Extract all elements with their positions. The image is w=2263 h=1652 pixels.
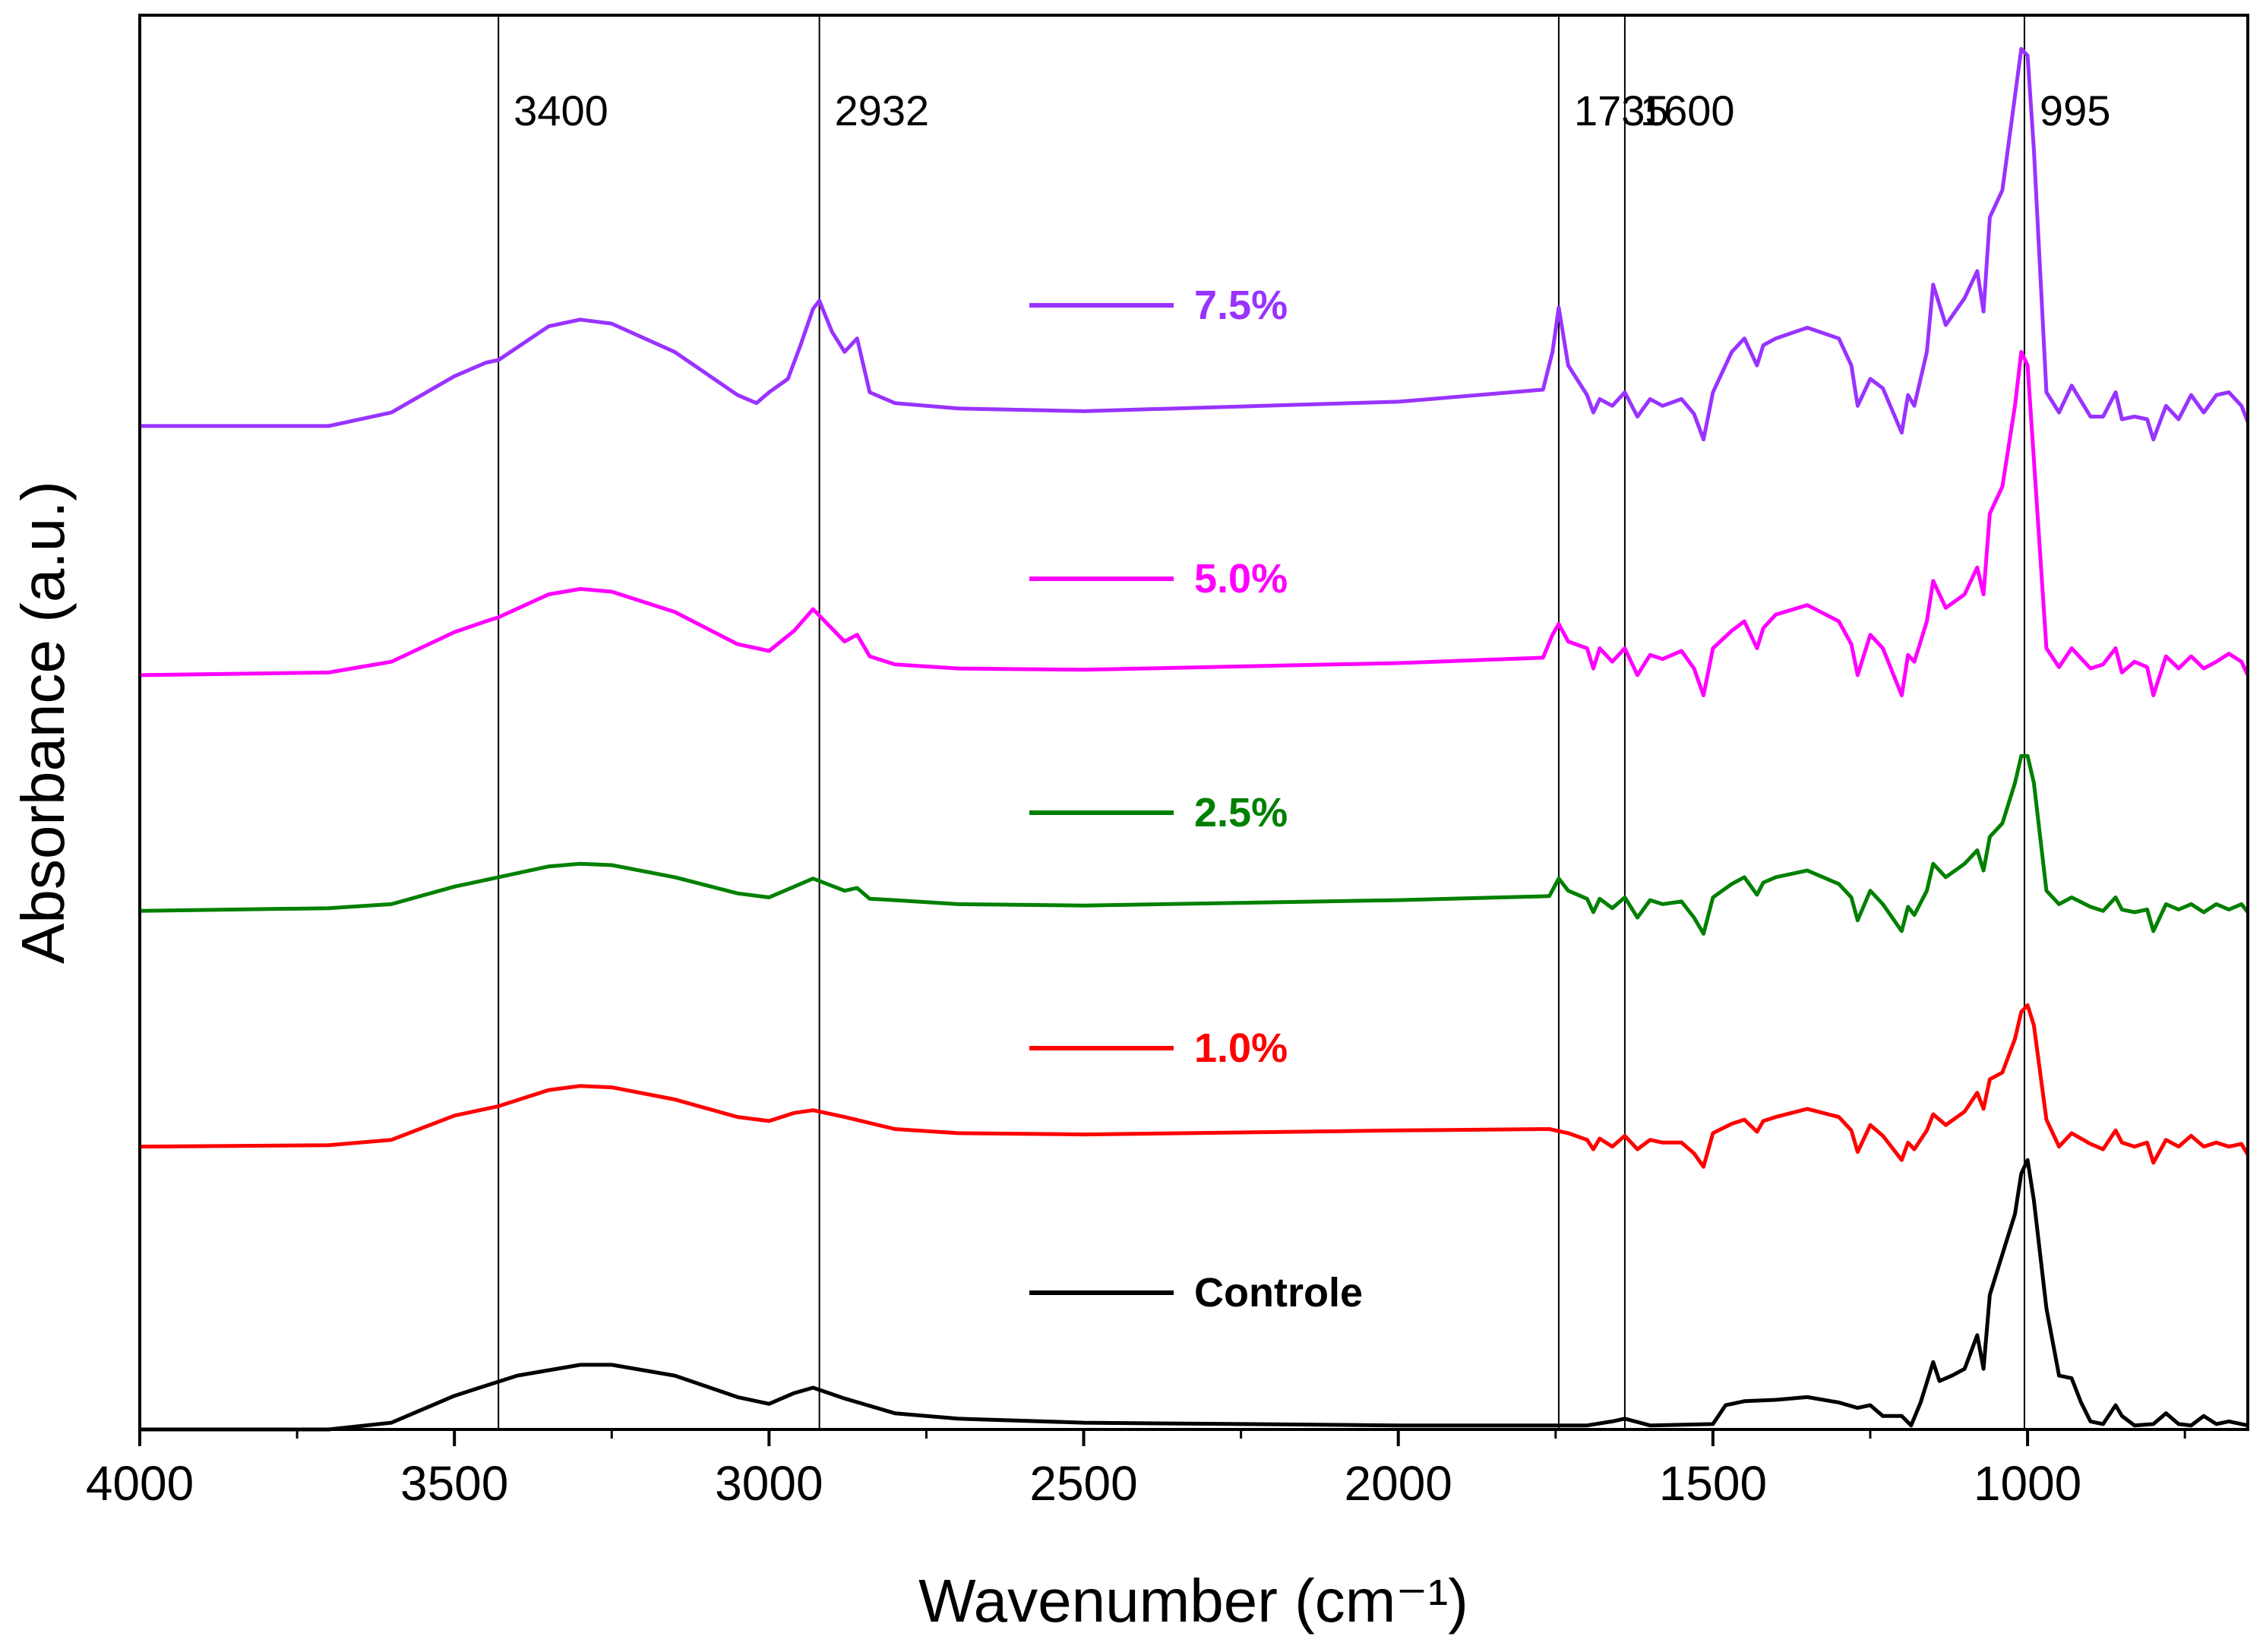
legend-label-controle: Controle — [1194, 1270, 1363, 1316]
legend-label-1-0: 1.0% — [1194, 1025, 1288, 1071]
x-axis-ticks: 4000 3500 3000 2500 2000 1500 1000 — [86, 1429, 2186, 1511]
x-tick-label-2500: 2500 — [1029, 1456, 1137, 1511]
legend-label-5-0: 5.0% — [1194, 556, 1288, 602]
series-line-controle — [140, 1158, 2249, 1432]
x-tick-label-4000: 4000 — [86, 1456, 194, 1511]
series-line-7-5 — [140, 46, 2250, 442]
plot-frame — [138, 14, 2249, 1431]
x-tick-label-1500: 1500 — [1659, 1456, 1767, 1511]
peak-label-995: 995 — [2040, 87, 2110, 134]
peak-label-1735: 1735 — [1574, 87, 1669, 134]
x-tick-label-2000: 2000 — [1345, 1456, 1452, 1511]
x-tick-label-1000: 1000 — [1974, 1456, 2081, 1511]
legend-label-2-5: 2.5% — [1194, 790, 1288, 835]
x-tick-label-3000: 3000 — [715, 1456, 823, 1511]
series-group — [139, 46, 2250, 1432]
legend-label-7-5: 7.5% — [1194, 283, 1288, 328]
peak-label-3400: 3400 — [514, 87, 608, 134]
peak-label-2932: 2932 — [835, 87, 930, 134]
x-tick-label-3500: 3500 — [400, 1456, 508, 1511]
x-axis-title: Wavenumber (cm⁻¹) — [918, 1567, 1468, 1635]
y-axis-title: Absorbance (a.u.) — [9, 481, 77, 964]
series-line-1-0 — [139, 1003, 2250, 1169]
legend: Controle 1.0% 2.5% 5.0% 7.5% — [1029, 283, 1363, 1316]
peak-label-1600: 1600 — [1640, 87, 1735, 134]
series-line-5-0 — [139, 349, 2250, 697]
series-line-2-5 — [139, 753, 2249, 936]
